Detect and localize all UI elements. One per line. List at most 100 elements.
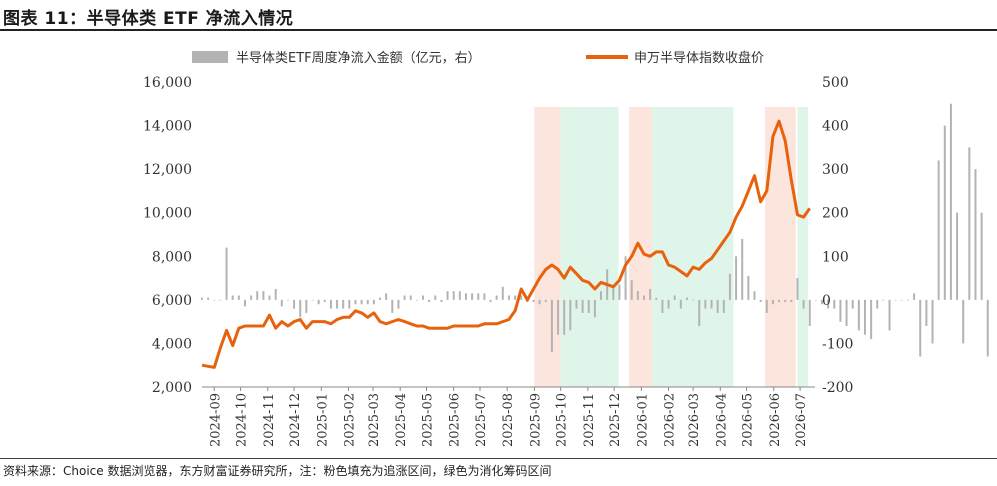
legend-label-line: 申万半导体指数收盘价	[634, 50, 764, 66]
legend-label-bar: 半导体类ETF周度净流入金额（亿元，右）	[236, 50, 481, 66]
shaded-periods	[534, 107, 808, 387]
bar	[452, 291, 455, 300]
left-tick-label: 8,000	[152, 249, 192, 265]
bar	[759, 299, 762, 303]
bar	[784, 299, 787, 303]
x-tick-label: 2024-12	[288, 393, 303, 447]
bar	[225, 247, 228, 300]
bar	[790, 299, 793, 303]
bar	[888, 299, 891, 331]
bar	[501, 286, 504, 300]
bar	[532, 299, 535, 303]
bar	[900, 299, 903, 301]
left-tick-label: 2,000	[152, 380, 192, 396]
bar	[538, 299, 541, 305]
bar	[262, 291, 265, 300]
shade-green	[560, 107, 619, 387]
right-tick-label: 200	[822, 206, 849, 222]
x-tick-label: 2025-12	[608, 393, 623, 447]
bar	[434, 295, 437, 300]
bar	[323, 299, 326, 303]
bar	[428, 299, 431, 303]
bar	[949, 103, 952, 300]
bar	[857, 299, 860, 331]
bar	[299, 299, 302, 318]
bar	[385, 293, 388, 300]
bar	[870, 299, 873, 340]
title-bar: 图表 11：半导体类 ETF 净流入情况	[0, 0, 997, 31]
x-tick-label: 2025-04	[394, 393, 409, 447]
x-tick-label: 2026-01	[635, 393, 650, 447]
left-tick-label: 14,000	[143, 119, 192, 135]
bar	[649, 288, 652, 300]
bar	[778, 299, 781, 303]
bar	[655, 297, 658, 300]
bar	[593, 299, 596, 318]
bar	[274, 288, 277, 300]
x-tick-label: 2026-06	[768, 393, 783, 447]
bar	[747, 275, 750, 300]
bar	[280, 299, 283, 307]
title-rule	[0, 29, 997, 31]
bar	[728, 273, 731, 300]
bar	[692, 299, 695, 301]
bar	[618, 284, 621, 300]
bar	[520, 295, 523, 300]
bar	[293, 299, 296, 309]
bar	[372, 299, 375, 305]
shade-pink	[765, 107, 796, 387]
bar	[569, 299, 572, 331]
x-tick-label: 2025-03	[367, 393, 382, 447]
x-tick-label: 2025-07	[474, 393, 489, 447]
x-tick-label: 2025-02	[342, 393, 357, 447]
bar	[925, 299, 928, 326]
bar	[753, 291, 756, 300]
bar	[839, 299, 842, 322]
right-tick-label: 400	[822, 119, 849, 135]
bar	[630, 280, 633, 300]
bar	[201, 297, 203, 300]
bar	[213, 299, 216, 301]
x-axis: 2024-09 2024-10 2024-11 2024-12 2025-01 2025-…	[202, 386, 815, 447]
legend: 半导体类ETF周度净流入金额（亿元，右） 申万半导体指数收盘价	[192, 50, 764, 66]
right-tick-label: 500	[822, 75, 849, 91]
bar	[489, 299, 492, 303]
bar	[563, 299, 566, 335]
bar	[913, 293, 916, 300]
bar	[544, 299, 547, 303]
bar	[575, 299, 578, 309]
bar	[237, 295, 240, 300]
bar	[243, 299, 246, 307]
bar	[514, 295, 517, 300]
bar	[863, 299, 866, 335]
bar	[397, 299, 400, 309]
right-tick-label: 300	[822, 162, 849, 178]
bar	[906, 299, 909, 301]
bar	[464, 293, 467, 300]
bar	[802, 299, 805, 309]
bar	[814, 299, 817, 301]
bar	[507, 295, 510, 300]
right-tick-label: -100	[822, 336, 853, 352]
bar	[827, 299, 830, 309]
bar	[317, 299, 320, 305]
bar	[851, 299, 854, 309]
x-tick-label: 2025-10	[555, 393, 570, 447]
bar	[943, 125, 946, 300]
bar	[403, 295, 406, 300]
bar	[974, 169, 977, 300]
bar	[348, 299, 351, 309]
bar	[956, 212, 959, 300]
x-tick-label: 2025-11	[582, 393, 597, 447]
x-tick-label: 2026-03	[687, 393, 702, 447]
bar	[231, 295, 234, 300]
bar	[741, 238, 744, 300]
chart-title: 图表 11：半导体类 ETF 净流入情况	[3, 9, 294, 29]
bar	[698, 299, 701, 326]
bar	[600, 291, 603, 300]
x-tick-label: 2024-10	[235, 393, 250, 447]
bar	[986, 299, 989, 357]
bar	[833, 299, 836, 309]
line-series	[201, 119, 811, 369]
